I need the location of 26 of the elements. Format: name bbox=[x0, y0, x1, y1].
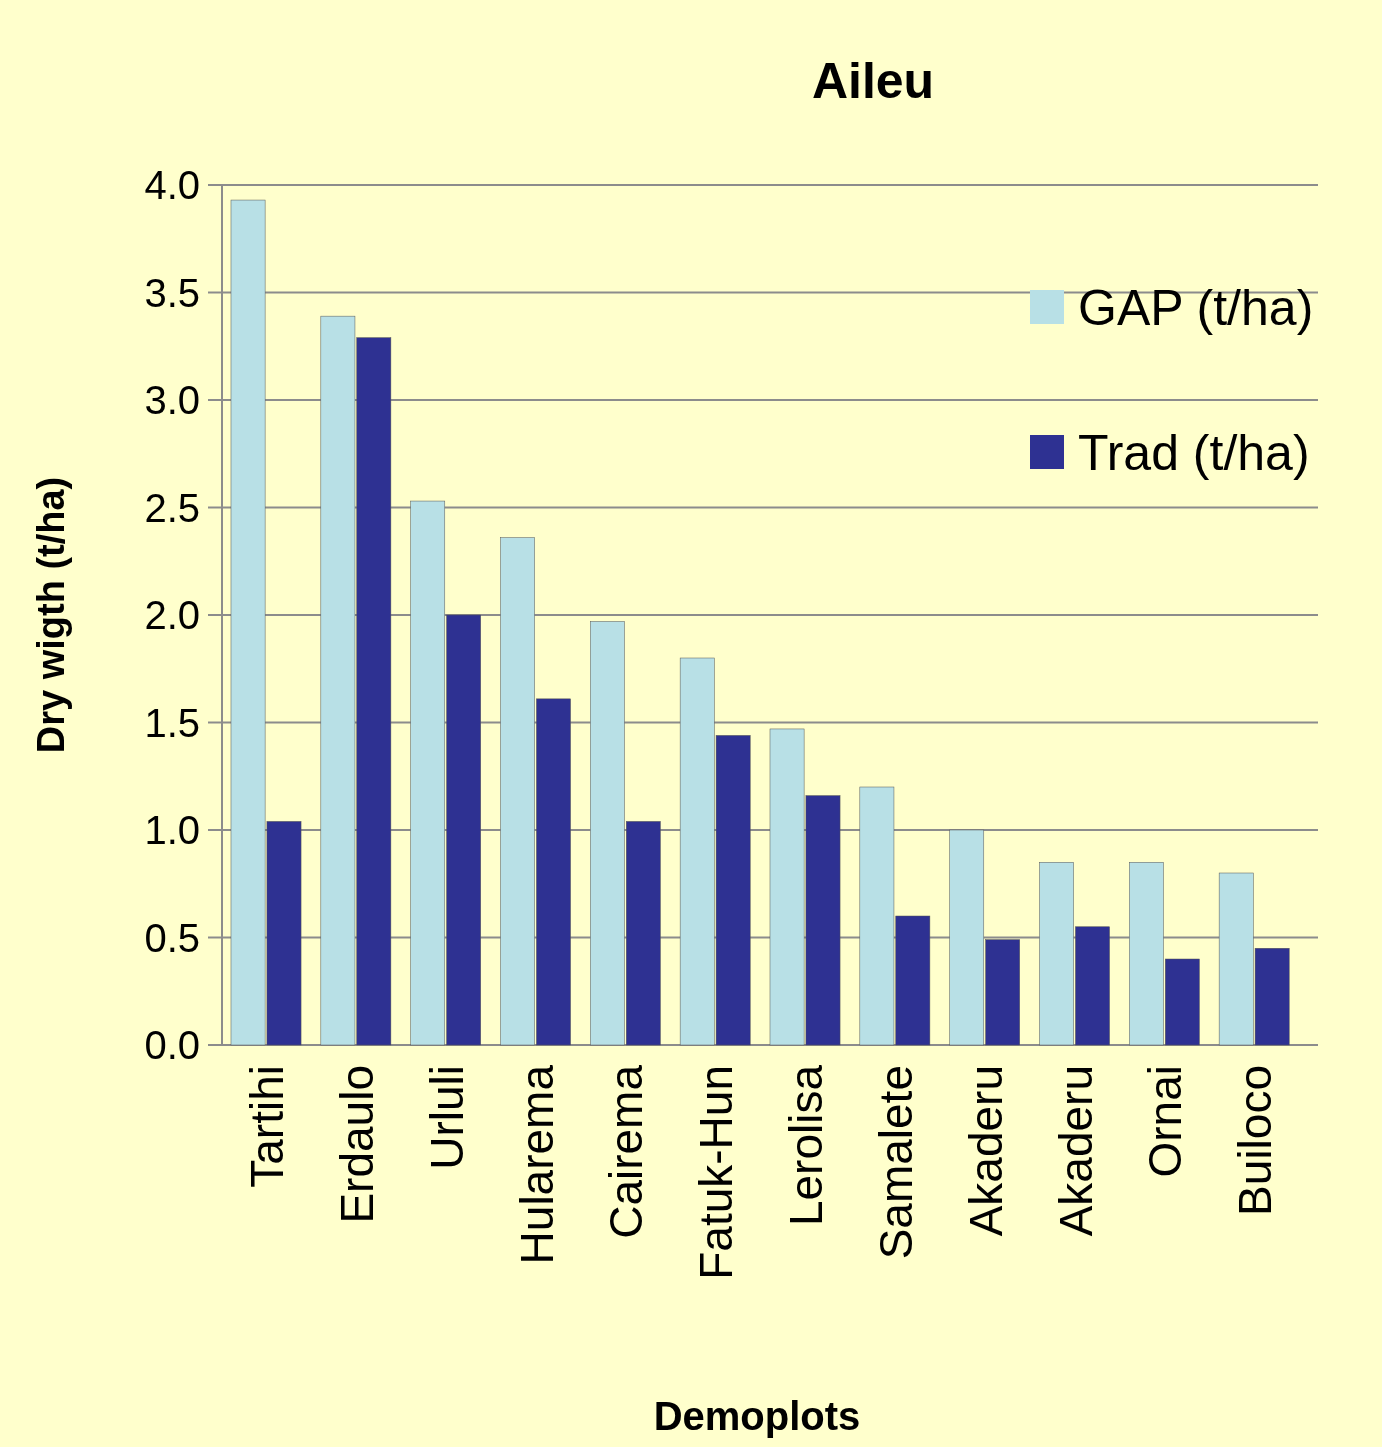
x-tick-label: Ornai bbox=[1139, 1065, 1192, 1178]
y-tick-label: 3.0 bbox=[144, 378, 200, 422]
x-tick-label: Akaderu bbox=[959, 1065, 1012, 1237]
x-tick-label: Erdaulo bbox=[330, 1065, 383, 1224]
x-tick-label: Cairema bbox=[600, 1064, 653, 1239]
legend-label: GAP (t/ha) bbox=[1078, 279, 1314, 336]
x-axis-title: Demoplots bbox=[653, 1394, 861, 1438]
y-tick-label: 0.5 bbox=[144, 915, 200, 960]
y-tick-label: 2.0 bbox=[144, 593, 200, 637]
x-tick-label: Tartihi bbox=[241, 1065, 294, 1188]
x-tick-label: Lerolisa bbox=[780, 1064, 833, 1227]
x-tick-label: Hularema bbox=[510, 1064, 563, 1265]
x-tick-label: Builoco bbox=[1229, 1065, 1282, 1216]
y-tick-label: 3.5 bbox=[144, 270, 200, 315]
x-tick-label: Akaderu bbox=[1049, 1065, 1102, 1237]
y-axis-title: Dry wigth (t/ha) bbox=[30, 476, 72, 754]
x-tick-label: Samalete bbox=[869, 1065, 922, 1260]
y-tick-label: 0.0 bbox=[144, 1023, 200, 1067]
x-tick-label: Fatuk-Hun bbox=[690, 1065, 743, 1280]
x-tick-label: Urluli bbox=[420, 1065, 473, 1170]
y-tick-label: 1.5 bbox=[144, 700, 200, 745]
y-tick-label: 1.0 bbox=[144, 808, 200, 852]
y-tick-label: 4.0 bbox=[144, 163, 200, 207]
y-tick-label: 2.5 bbox=[144, 485, 200, 530]
legend-label: Trad (t/ha) bbox=[1078, 424, 1310, 481]
chart-title: Aileu bbox=[811, 53, 935, 109]
